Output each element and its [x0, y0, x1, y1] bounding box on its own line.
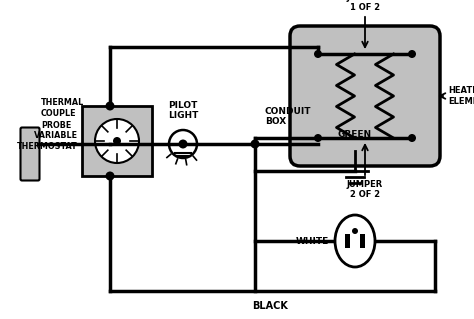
Bar: [345, 234, 350, 248]
Circle shape: [408, 134, 416, 142]
Text: VARIABLE
THERMOSTAT: VARIABLE THERMOSTAT: [17, 131, 78, 151]
Text: THERMAL
COUPLE
PROBE: THERMAL COUPLE PROBE: [41, 98, 84, 130]
Circle shape: [106, 172, 115, 181]
Circle shape: [408, 50, 416, 58]
Circle shape: [250, 139, 259, 149]
Text: JUMPER
1 OF 2: JUMPER 1 OF 2: [347, 0, 383, 12]
Ellipse shape: [335, 215, 375, 267]
Circle shape: [106, 101, 115, 110]
Text: BLACK: BLACK: [252, 301, 288, 311]
Text: HEATING
ELEMENT: HEATING ELEMENT: [448, 86, 474, 106]
Circle shape: [352, 228, 358, 234]
Circle shape: [179, 139, 188, 149]
FancyBboxPatch shape: [20, 128, 39, 181]
Circle shape: [314, 134, 322, 142]
Text: JUMPER
2 OF 2: JUMPER 2 OF 2: [347, 180, 383, 199]
Text: WHITE: WHITE: [296, 236, 329, 246]
Bar: [82, 106, 152, 176]
Circle shape: [314, 50, 322, 58]
Circle shape: [169, 130, 197, 158]
Text: CONDUIT
BOX: CONDUIT BOX: [265, 107, 311, 126]
FancyBboxPatch shape: [290, 26, 440, 166]
Text: GREEN: GREEN: [338, 130, 372, 139]
Bar: [360, 234, 365, 248]
Circle shape: [95, 119, 139, 163]
Text: PILOT
LIGHT: PILOT LIGHT: [168, 100, 198, 120]
Circle shape: [113, 137, 121, 145]
